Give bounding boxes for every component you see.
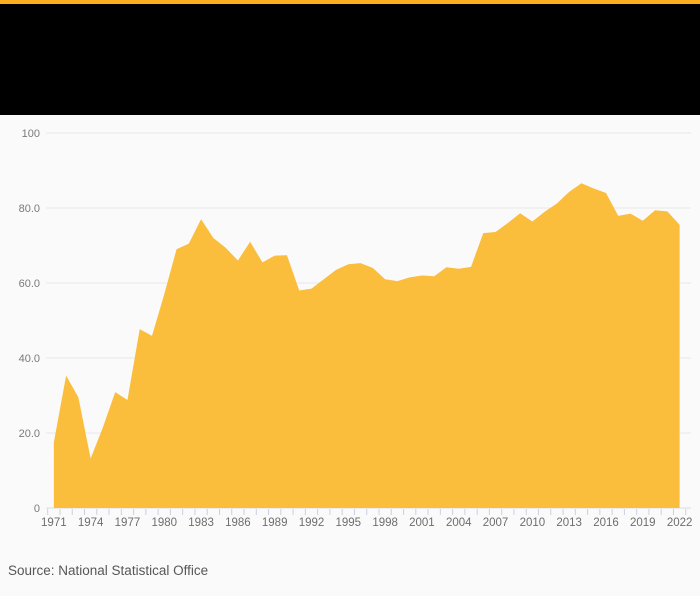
x-tick-label: 2007 xyxy=(483,517,509,527)
x-tick-label: 2022 xyxy=(667,517,693,527)
redacted-header xyxy=(0,4,700,115)
area-series xyxy=(53,183,680,508)
x-tick-label: 1992 xyxy=(299,517,325,527)
area-chart: 0 20.0 40.0 60.0 80.0 100 1971 1974 1977 1980 1983… xyxy=(19,128,693,527)
x-tick-label: 2001 xyxy=(409,517,435,527)
x-tick-label: 1998 xyxy=(372,517,398,527)
y-tick-label: 40.0 xyxy=(19,353,40,365)
y-tick-label: 0 xyxy=(34,503,40,515)
x-tick-label: 1971 xyxy=(41,517,67,527)
y-tick-label: 20.0 xyxy=(19,428,40,440)
source-label: Source: National Statistical Office xyxy=(8,563,209,578)
y-tick-label: 80.0 xyxy=(19,203,40,215)
source-note: Source: National Statistical Office xyxy=(8,563,208,579)
chart-area: 0 20.0 40.0 60.0 80.0 100 1971 1974 1977 1980 1983… xyxy=(0,115,700,527)
y-tick-label: 100 xyxy=(22,128,40,140)
x-tick-label: 1977 xyxy=(115,517,141,527)
x-tick-label: 2016 xyxy=(593,517,619,527)
x-tick-label: 1980 xyxy=(151,517,177,527)
x-tick-label: 2010 xyxy=(520,517,546,527)
x-tick-label: 1974 xyxy=(78,517,104,527)
x-tick-label: 1986 xyxy=(225,517,251,527)
y-tick-label: 60.0 xyxy=(19,278,40,290)
x-tick-label: 2013 xyxy=(556,517,582,527)
x-tick-label: 1995 xyxy=(336,517,362,527)
x-tick-label: 2004 xyxy=(446,517,472,527)
x-tick-label: 2019 xyxy=(630,517,656,527)
accent-bar xyxy=(0,0,700,4)
x-tick-label: 1983 xyxy=(188,517,214,527)
x-tick-label: 1989 xyxy=(262,517,288,527)
